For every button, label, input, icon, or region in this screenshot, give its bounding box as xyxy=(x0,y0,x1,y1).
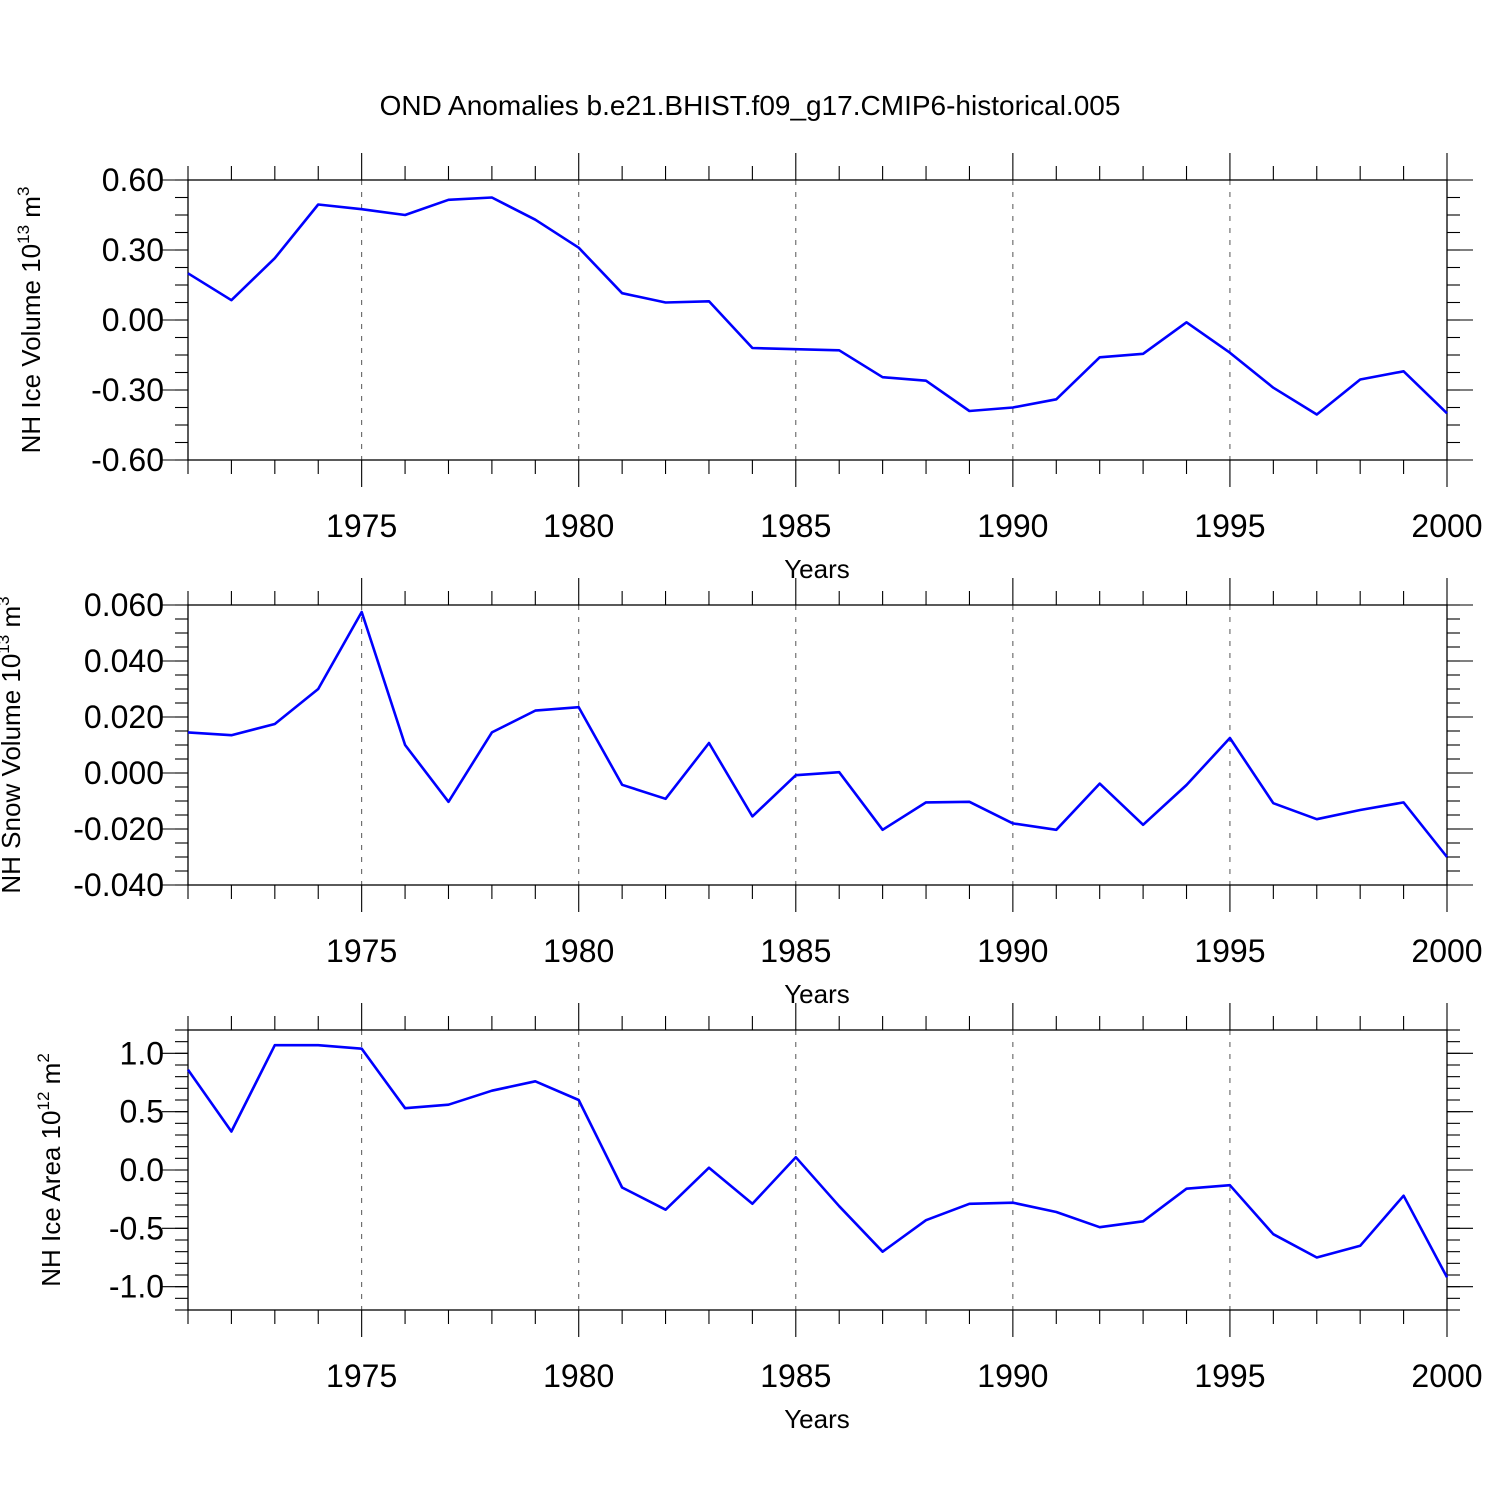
y-axis-label: NH Snow Volume 1013 m3 xyxy=(0,596,26,893)
panel-3: 1975 1980 1985 1990 1995 2000 1.0 0.5 0.0 -0.5 -1.… xyxy=(34,1003,1483,1434)
plot-frame xyxy=(187,179,1448,461)
x-axis-label: Years xyxy=(784,1404,850,1434)
y-tick-label: 0.5 xyxy=(120,1094,164,1130)
x-tick-label: 1975 xyxy=(326,508,397,544)
panel-1: 1975 1980 1985 1990 1995 2000 0.60 0.30 0.00 -0.3… xyxy=(14,153,1483,584)
x-tick-label: 1985 xyxy=(760,933,831,969)
y-tick-label: -0.020 xyxy=(73,811,164,847)
plot-frame xyxy=(187,604,1448,886)
x-tick-label: 2000 xyxy=(1411,933,1482,969)
y-tick-label: 0.00 xyxy=(102,302,164,338)
y-tick-label: 0.30 xyxy=(102,232,164,268)
series-line xyxy=(187,196,1448,416)
x-tick-label: 1975 xyxy=(326,933,397,969)
x-tick-label: 1980 xyxy=(543,933,614,969)
x-axis-label: Years xyxy=(784,979,850,1009)
series-line xyxy=(187,610,1449,858)
y-axis-label: NH Ice Area 1012 m2 xyxy=(34,1053,66,1287)
x-tick-label: 1995 xyxy=(1194,933,1265,969)
x-tick-label: 2000 xyxy=(1411,1358,1482,1394)
x-tick-label: 1995 xyxy=(1194,1358,1265,1394)
chart-panels: 1975 1980 1985 1990 1995 2000 0.60 0.30 0.00 -0.3… xyxy=(0,153,1483,1434)
y-tick-label: -0.30 xyxy=(91,372,164,408)
x-tick-label: 1975 xyxy=(326,1358,397,1394)
series-line xyxy=(186,1043,1449,1278)
y-tick-label: 0.040 xyxy=(84,643,164,679)
y-tick-label: 0.020 xyxy=(84,699,164,735)
x-tick-label: 1980 xyxy=(543,1358,614,1394)
y-tick-label: -0.5 xyxy=(109,1210,164,1246)
chart-title: OND Anomalies b.e21.BHIST.f09_g17.CMIP6-… xyxy=(380,90,1121,121)
x-tick-label: 1980 xyxy=(543,508,614,544)
x-tick-label: 1985 xyxy=(760,508,831,544)
y-tick-label: 1.0 xyxy=(120,1035,164,1071)
x-tick-label: 1985 xyxy=(760,1358,831,1394)
y-axis-label: NH Ice Volume 1013 m3 xyxy=(14,187,46,454)
x-tick-label: 1990 xyxy=(977,508,1048,544)
y-tick-label: 0.60 xyxy=(102,162,164,198)
panel-2: 1975 1980 1985 1990 1995 2000 0.060 0.040 0.020 0… xyxy=(0,578,1483,1009)
x-axis-label: Years xyxy=(784,554,850,584)
x-tick-label: 2000 xyxy=(1411,508,1482,544)
y-tick-label: -0.60 xyxy=(91,442,164,478)
x-tick-label: 1990 xyxy=(977,1358,1048,1394)
y-tick-label: 0.0 xyxy=(120,1152,164,1188)
x-tick-label: 1995 xyxy=(1194,508,1265,544)
y-tick-label: -0.040 xyxy=(73,867,164,903)
y-tick-label: 0.000 xyxy=(84,755,164,791)
y-tick-label: 0.060 xyxy=(84,587,164,623)
plot-frame xyxy=(187,1029,1448,1311)
y-tick-label: -1.0 xyxy=(109,1269,164,1305)
x-tick-label: 1990 xyxy=(977,933,1048,969)
